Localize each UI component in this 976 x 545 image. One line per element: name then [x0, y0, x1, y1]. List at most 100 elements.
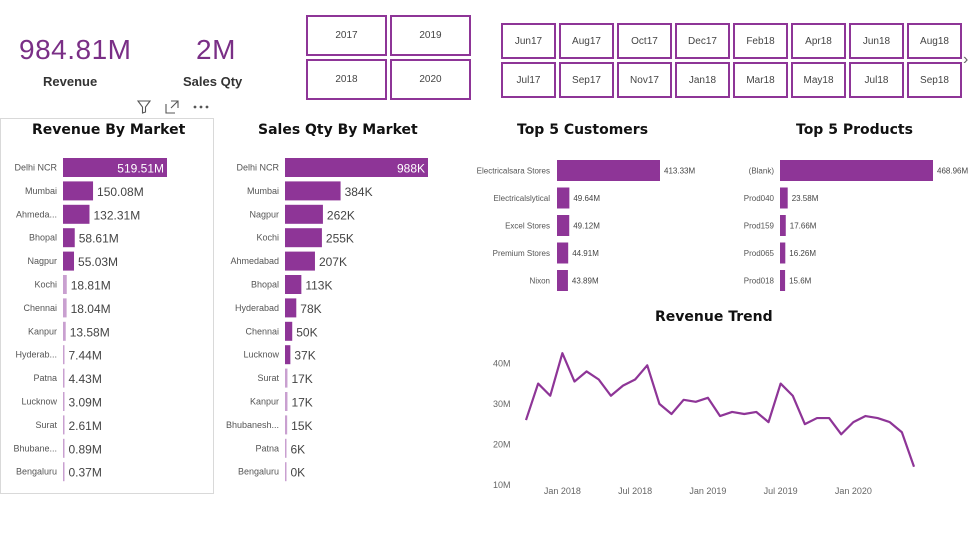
- more-options-icon[interactable]: [192, 99, 210, 115]
- category-label: Nagpur: [249, 209, 279, 219]
- top-products-chart: (Blank) 468.96M Prod040 23.58M Prod159 17.66M…: [744, 160, 968, 291]
- bar[interactable]: [63, 204, 90, 224]
- bar[interactable]: [557, 160, 660, 181]
- bar[interactable]: [780, 160, 933, 181]
- bar[interactable]: [63, 345, 65, 365]
- y-tick-label: 40M: [493, 358, 511, 368]
- year-button-2017[interactable]: 2017: [306, 15, 387, 56]
- data-label: 113K: [305, 279, 332, 293]
- month-button-sep18[interactable]: Sep18: [907, 62, 962, 98]
- bar[interactable]: [285, 392, 288, 411]
- category-label: Mumbai: [25, 186, 57, 196]
- month-button-jul17[interactable]: Jul17: [501, 62, 556, 98]
- bar[interactable]: [63, 368, 65, 388]
- bar[interactable]: [63, 251, 75, 271]
- month-button-apr18[interactable]: Apr18: [791, 23, 846, 59]
- month-button-nov17[interactable]: Nov17: [617, 62, 672, 98]
- sales-qty-by-market-title: Sales Qty By Market: [258, 122, 418, 138]
- data-label: 43.89M: [572, 277, 599, 286]
- category-label: Bhopal: [251, 280, 279, 290]
- category-label: Chennai: [245, 326, 279, 336]
- bar[interactable]: [285, 438, 287, 458]
- month-button-mar18[interactable]: Mar18: [733, 62, 788, 98]
- sales-qty-by-market-chart: Delhi NCR 988K Mumbai 384K Nagpur 262K Kochi 25…: [226, 158, 428, 482]
- bar[interactable]: [557, 270, 568, 291]
- bar[interactable]: [557, 215, 570, 236]
- category-label: Prod040: [744, 194, 775, 203]
- bar[interactable]: [63, 415, 65, 435]
- category-label: Ahmedabad: [230, 256, 279, 266]
- year-button-2020[interactable]: 2020: [390, 59, 471, 100]
- bar[interactable]: [285, 181, 341, 201]
- bar[interactable]: [63, 228, 75, 248]
- month-button-jun17[interactable]: Jun17: [501, 23, 556, 59]
- data-label: 50K: [296, 325, 317, 339]
- month-button-feb18[interactable]: Feb18: [733, 23, 788, 59]
- bar[interactable]: [63, 392, 65, 411]
- data-label: 49.64M: [573, 194, 600, 203]
- bar[interactable]: [63, 181, 94, 201]
- bar[interactable]: [63, 275, 67, 294]
- bar[interactable]: [63, 438, 65, 458]
- category-label: Delhi NCR: [236, 163, 279, 173]
- bar[interactable]: [285, 321, 293, 341]
- month-button-jun18[interactable]: Jun18: [849, 23, 904, 59]
- bar[interactable]: [285, 298, 297, 318]
- month-button-jan18[interactable]: Jan18: [675, 62, 730, 98]
- month-button-jul18[interactable]: Jul18: [849, 62, 904, 98]
- bar[interactable]: [557, 187, 570, 209]
- bar[interactable]: [780, 242, 786, 264]
- month-button-aug18[interactable]: Aug18: [907, 23, 962, 59]
- bar[interactable]: [285, 251, 315, 271]
- bar[interactable]: [780, 270, 786, 291]
- bar[interactable]: [63, 321, 66, 341]
- filter-icon[interactable]: [136, 99, 152, 115]
- x-tick-label: Jan 2020: [835, 486, 872, 496]
- month-button-dec17[interactable]: Dec17: [675, 23, 730, 59]
- bar[interactable]: [780, 187, 788, 209]
- bar[interactable]: [285, 204, 323, 224]
- month-button-aug17[interactable]: Aug17: [559, 23, 614, 59]
- y-tick-label: 30M: [493, 399, 511, 409]
- year-button-2018[interactable]: 2018: [306, 59, 387, 100]
- category-label: Kanpur: [250, 397, 279, 407]
- bar[interactable]: [63, 298, 67, 318]
- bar[interactable]: [285, 275, 302, 294]
- focus-mode-icon[interactable]: [164, 99, 180, 115]
- data-label: 413.33M: [664, 167, 695, 176]
- bar[interactable]: [780, 215, 786, 236]
- category-label: Bhopal: [29, 233, 57, 243]
- bar[interactable]: [285, 228, 322, 248]
- bar[interactable]: [285, 415, 288, 435]
- bar[interactable]: [63, 462, 65, 482]
- data-label: 255K: [326, 232, 354, 246]
- revenue-kpi-label: Revenue: [43, 74, 98, 89]
- data-label: 150.08M: [97, 185, 144, 199]
- data-label: 262K: [327, 208, 355, 222]
- month-button-may18[interactable]: May18: [791, 62, 846, 98]
- bar[interactable]: [285, 462, 287, 482]
- bar[interactable]: [557, 242, 569, 264]
- data-label: 0.37M: [69, 466, 102, 480]
- data-label: 15.6M: [789, 277, 812, 286]
- chevron-right-icon[interactable]: ›: [963, 51, 969, 68]
- month-button-oct17[interactable]: Oct17: [617, 23, 672, 59]
- category-label: Kochi: [256, 233, 279, 243]
- revenue-line[interactable]: [524, 352, 916, 468]
- y-tick-label: 10M: [493, 480, 511, 490]
- category-label: Bhubanesh...: [226, 420, 279, 430]
- data-label: 44.91M: [572, 249, 599, 258]
- month-button-sep17[interactable]: Sep17: [559, 62, 614, 98]
- data-label: 7.44M: [69, 349, 102, 363]
- year-button-2019[interactable]: 2019: [390, 15, 471, 56]
- top-customers-chart: Electricalsara Stores 413.33M Electricalsl…: [477, 160, 695, 291]
- category-label: Nixon: [530, 277, 550, 286]
- data-label: 17K: [291, 396, 312, 410]
- x-tick-label: Jan 2019: [689, 486, 726, 496]
- category-label: Kochi: [34, 280, 57, 290]
- category-label: Lucknow: [21, 397, 57, 407]
- bar[interactable]: [285, 345, 291, 365]
- bar[interactable]: [63, 158, 167, 177]
- bar[interactable]: [285, 158, 428, 177]
- bar[interactable]: [285, 368, 288, 388]
